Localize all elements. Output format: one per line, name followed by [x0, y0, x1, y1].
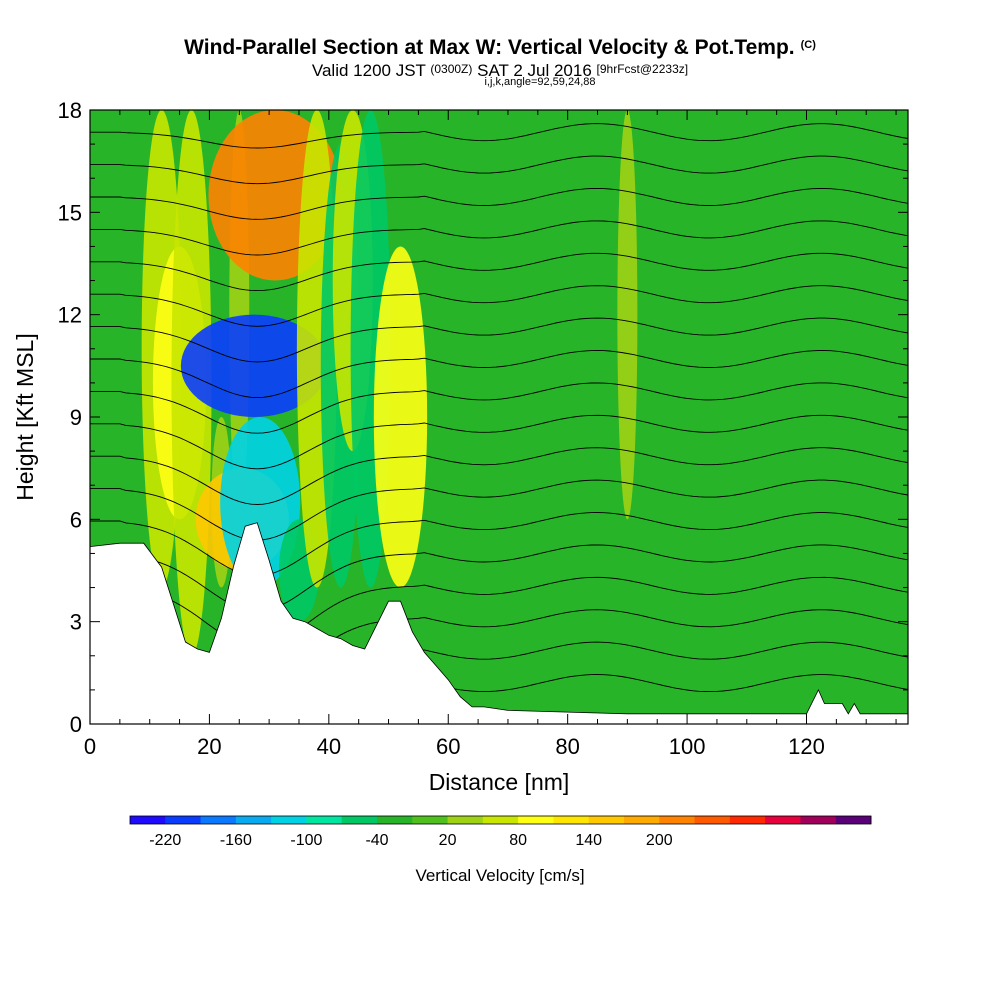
contour-line-13: [90, 252, 908, 292]
valid-prefix: Valid 1200 JST: [311, 61, 426, 80]
terrain-mask: [90, 522, 908, 724]
contour-line-9: [90, 382, 908, 434]
colorbar-swatch-5: [306, 816, 343, 824]
colorbar-label: -220: [149, 832, 181, 849]
colorbar-swatch-17: [729, 816, 766, 824]
velocity-cell-15: [373, 246, 428, 588]
contour-line-0: [90, 674, 908, 724]
colorbar-swatch-12: [553, 816, 590, 824]
colorbar-swatch-16: [694, 816, 731, 824]
y-tick-label: 6: [70, 507, 82, 532]
x-tick-label: 20: [197, 734, 221, 759]
colorbar-title: Vertical Velocity [cm/s]: [415, 866, 584, 885]
colorbar-swatch-11: [518, 816, 554, 824]
x-axis-title: Distance [nm]: [429, 769, 570, 795]
colorbar: -220 -160 -100 -40 20 80 140 200: [129, 815, 872, 849]
colorbar-swatch-9: [447, 816, 484, 824]
colorbar-label: -40: [365, 832, 388, 849]
colorbar-label: 200: [646, 832, 673, 849]
title-text: Wind-Parallel Section at Max W: Vertical…: [184, 36, 795, 59]
contour-line-15: [90, 188, 908, 220]
contour-line-6: [90, 479, 908, 541]
colorbar-label: -100: [290, 832, 322, 849]
x-tick-label: 0: [84, 734, 96, 759]
contour-line-14: [90, 220, 908, 256]
colorbar-swatch-3: [235, 816, 272, 824]
colorbar-swatch-4: [271, 816, 307, 824]
forecast-tag: [9hrFcst@2233z]: [596, 62, 689, 76]
chart-title: Wind-Parallel Section at Max W: Vertical…: [0, 36, 1000, 60]
colorbar-swatch-19: [800, 816, 837, 824]
contour-line-8: [90, 414, 908, 470]
colorbar-label: 80: [509, 832, 527, 849]
colorbar-swatch-18: [765, 816, 801, 824]
colorbar-frame: [129, 815, 872, 825]
valid-utc: (0300Z): [430, 62, 473, 76]
terrain-profile: [90, 522, 908, 724]
colorbar-swatch-15: [659, 816, 696, 824]
x-tick-label: 40: [317, 734, 341, 759]
colorbar-label: 20: [439, 832, 457, 849]
y-tick-label: 0: [70, 712, 82, 737]
colorbar-swatch-10: [482, 816, 519, 824]
y-axis-title: Height [Kft MSL]: [12, 333, 38, 500]
velocity-cell-17: [452, 110, 480, 622]
contour-line-11: [90, 317, 908, 363]
contour-line-17: [90, 123, 908, 149]
contour-line-16: [90, 155, 908, 185]
colorbar-swatch-13: [588, 816, 625, 824]
colorbar-label: -160: [220, 832, 252, 849]
colorbar-swatch-1: [165, 816, 202, 824]
y-tick-label: 12: [58, 303, 82, 328]
valid-date: SAT 2 Jul 2016: [477, 61, 592, 80]
contour-line-10: [90, 350, 908, 399]
chart-subtitle: Valid 1200 JST (0300Z) SAT 2 Jul 2016 [9…: [0, 60, 1000, 80]
colorbar-swatch-7: [377, 816, 413, 824]
colorbar-swatch-2: [200, 816, 237, 824]
contour-line-7: [90, 447, 908, 505]
x-tick-label: 120: [788, 734, 825, 759]
colorbar-swatch-6: [341, 816, 378, 824]
y-tick-label: 15: [58, 200, 82, 225]
velocity-field: [90, 110, 908, 724]
y-tick-label: 9: [70, 405, 82, 430]
y-tick-label: 18: [58, 98, 82, 123]
colorbar-swatch-20: [835, 816, 872, 824]
colorbar-swatch-8: [412, 816, 449, 824]
x-tick-label: 60: [436, 734, 460, 759]
copyright-mark: (C): [800, 39, 816, 51]
x-tick-label: 80: [555, 734, 579, 759]
contour-line-12: [90, 285, 908, 327]
contour-line-5: [90, 512, 908, 577]
colorbar-swatch-0: [130, 816, 166, 824]
colorbar-swatch-14: [624, 816, 660, 824]
axes: 0 20 40 60 80 100 120 0 3 6 9 12 15 18: [58, 98, 908, 759]
velocity-cell-18: [617, 110, 638, 520]
velocity-cell-19: [677, 519, 698, 690]
x-tick-label: 100: [669, 734, 706, 759]
velocity-cell-7: [180, 314, 328, 418]
colorbar-label: 140: [575, 832, 602, 849]
section-indices: i,j,k,angle=92,59,24,88: [484, 76, 596, 88]
y-tick-label: 3: [70, 610, 82, 635]
